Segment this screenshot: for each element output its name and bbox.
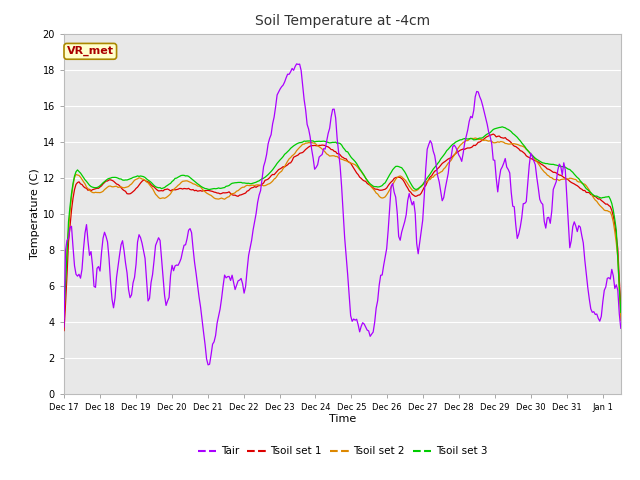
Legend: Tair, Tsoil set 1, Tsoil set 2, Tsoil set 3: Tair, Tsoil set 1, Tsoil set 2, Tsoil se… xyxy=(193,442,492,460)
Y-axis label: Temperature (C): Temperature (C) xyxy=(30,168,40,259)
X-axis label: Time: Time xyxy=(329,414,356,424)
Text: VR_met: VR_met xyxy=(67,46,114,57)
Title: Soil Temperature at -4cm: Soil Temperature at -4cm xyxy=(255,14,430,28)
